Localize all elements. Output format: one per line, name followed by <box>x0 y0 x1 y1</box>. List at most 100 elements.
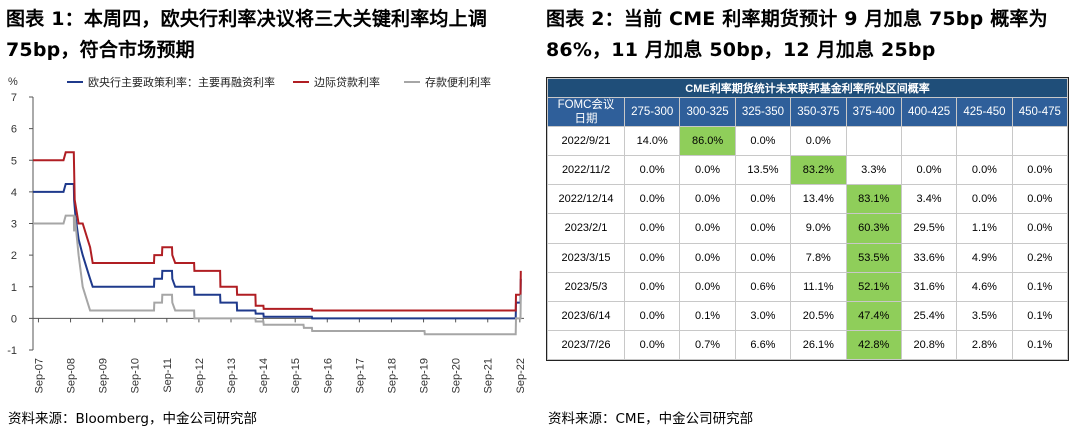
table-cell: 0.1% <box>1011 329 1069 361</box>
table-cell: 0.0% <box>734 242 792 273</box>
table-cell: 1.1% <box>956 213 1013 244</box>
table-cell: 20.8% <box>900 329 958 361</box>
row-date: 2022/9/21 <box>547 125 625 157</box>
x-tick-label: Sep-19 <box>419 358 431 393</box>
x-tick-label: Sep-15 <box>290 358 302 393</box>
x-tick-label: Sep-22 <box>515 358 527 393</box>
row-date: 2023/5/3 <box>547 271 625 302</box>
table-row: 2023/7/26 0.0% 0.7% 6.6% 26.1% 42.8% 20.8% 2.8%… <box>547 329 1069 361</box>
table-caption: CME利率期货统计未来联邦基金利率所处区间概率 <box>547 78 1068 98</box>
table-title: 图表 2：当前 CME 利率期货预计 9 月加息 75bp 概率为 86%，11… <box>546 8 1048 61</box>
x-tick-label: Sep-20 <box>451 358 463 393</box>
y-tick-label: 6 <box>11 124 17 136</box>
table-cell: 3.3% <box>845 155 902 186</box>
x-tick-label: Sep-12 <box>194 358 206 393</box>
table-cell: 11.1% <box>790 271 847 302</box>
table-cell: 2.8% <box>956 329 1013 361</box>
legend-label-1: 欧央行主要政策利率：主要再融资利率 <box>88 75 275 89</box>
highlight-cell: 47.4% <box>845 300 902 331</box>
table-cell: 0.0% <box>679 213 736 244</box>
x-tick-label: Sep-17 <box>354 358 366 393</box>
table-cell: 0.0% <box>679 242 736 273</box>
table-cell: 0.0% <box>900 155 958 186</box>
cme-probability-table-wrap: CME利率期货统计未来联邦基金利率所处区间概率 FOMC会议 日期 275-30… <box>546 77 1069 361</box>
column-header: 450-475 <box>1011 97 1069 127</box>
x-tick-label: Sep-13 <box>226 358 238 393</box>
table-source: 资料来源：CME，中金公司研究部 <box>548 411 754 427</box>
row-date: 2023/3/15 <box>547 242 625 273</box>
table-row: 2023/2/1 0.0% 0.0% 0.0% 9.0% 60.3% 29.5% 1.1% 0.… <box>547 213 1069 244</box>
table-cell: 0.0% <box>679 184 736 215</box>
table-cell: 31.6% <box>900 271 958 302</box>
table-cell: 0.0% <box>734 213 792 244</box>
highlight-cell: 60.3% <box>845 213 902 244</box>
x-tick-label: Sep-21 <box>483 358 495 393</box>
table-cell: 0.0% <box>679 271 736 302</box>
table-cell <box>900 125 958 157</box>
corner-header: FOMC会议 日期 <box>547 97 625 127</box>
x-tick-label: Sep-10 <box>130 358 142 393</box>
x-tick-label: Sep-11 <box>162 358 174 393</box>
y-tick-label: 0 <box>11 313 17 325</box>
table-cell: 3.5% <box>956 300 1013 331</box>
x-tick-label: Sep-09 <box>98 358 110 393</box>
column-header: 325-350 <box>734 97 792 127</box>
table-cell: 9.0% <box>790 213 847 244</box>
y-tick-label: 1 <box>11 282 17 294</box>
column-header: 275-300 <box>623 97 681 127</box>
table-cell: 0.0% <box>734 184 792 215</box>
table-header-row: FOMC会议 日期 275-300 300-325 325-350 350-375 37… <box>547 97 1069 127</box>
row-date: 2022/11/2 <box>547 155 625 186</box>
table-cell: 0.0% <box>734 125 792 157</box>
table-cell: 0.0% <box>956 155 1013 186</box>
cme-probability-table: CME利率期货统计未来联邦基金利率所处区间概率 FOMC会议 日期 275-30… <box>547 78 1069 361</box>
table-cell: 14.0% <box>623 125 681 157</box>
table-cell: 0.1% <box>1011 271 1069 302</box>
table-cell: 4.6% <box>956 271 1013 302</box>
highlight-cell: 53.5% <box>845 242 902 273</box>
table-caption-row: CME利率期货统计未来联邦基金利率所处区间概率 <box>547 78 1068 98</box>
highlight-cell: 83.2% <box>790 155 847 186</box>
y-tick-label: 4 <box>11 187 17 199</box>
table-cell: 25.4% <box>900 300 958 331</box>
table-row: 2023/6/14 0.0% 0.1% 3.0% 20.5% 47.4% 25.4% 3.5%… <box>547 300 1069 331</box>
column-header: 425-450 <box>956 97 1013 127</box>
column-header: 300-325 <box>679 97 736 127</box>
y-tick-label: 7 <box>11 92 17 104</box>
x-tick-label: Sep-08 <box>66 358 78 393</box>
table-cell: 0.0% <box>1011 155 1069 186</box>
table-cell: 3.4% <box>900 184 958 215</box>
x-tick-label: Sep-14 <box>258 358 270 393</box>
table-cell: 6.6% <box>734 329 792 361</box>
table-cell: 0.0% <box>623 242 681 273</box>
highlight-cell: 83.1% <box>845 184 902 215</box>
table-cell: 26.1% <box>790 329 847 361</box>
corner-header-line2: 日期 <box>574 113 598 125</box>
table-cell <box>1011 125 1069 157</box>
table-cell: 0.2% <box>1011 242 1069 273</box>
row-date: 2022/12/14 <box>547 184 625 215</box>
table-row: 2022/12/14 0.0% 0.0% 0.0% 13.4% 83.1% 3.4% 0.0%… <box>547 184 1069 215</box>
table-cell: 33.6% <box>900 242 958 273</box>
table-cell: 0.0% <box>623 271 681 302</box>
y-tick-label: 5 <box>11 155 17 167</box>
x-tick-label: Sep-18 <box>386 358 398 393</box>
corner-header-line1: FOMC会议 <box>557 99 615 111</box>
series-line-1 <box>33 183 522 320</box>
ecb-rates-chart: % -1 0 1 2 3 4 5 6 7 Sep-07 Sep-08 Sep-09 Sep-10 Sep-1… <box>7 75 527 393</box>
y-tick-label: 2 <box>11 250 17 262</box>
series-line-2 <box>33 151 522 312</box>
column-header: 375-400 <box>845 97 902 127</box>
y-tick-label: 3 <box>11 219 17 231</box>
table-row: 2023/5/3 0.0% 0.0% 0.6% 11.1% 52.1% 31.6% 4.6% 0… <box>547 271 1069 302</box>
table-cell: 7.8% <box>790 242 847 273</box>
table-row: 2023/3/15 0.0% 0.0% 0.0% 7.8% 53.5% 33.6% 4.9% 0… <box>547 242 1069 273</box>
table-cell: 0.0% <box>790 125 847 157</box>
table-cell: 0.0% <box>679 155 736 186</box>
table-cell: 0.7% <box>679 329 736 361</box>
table-cell: 0.1% <box>679 300 736 331</box>
right-panel: 图表 2：当前 CME 利率期货预计 9 月加息 75bp 概率为 86%，11… <box>540 0 1080 430</box>
row-date: 2023/6/14 <box>547 300 625 331</box>
row-date: 2023/7/26 <box>547 329 625 361</box>
series-line-3 <box>33 214 522 336</box>
